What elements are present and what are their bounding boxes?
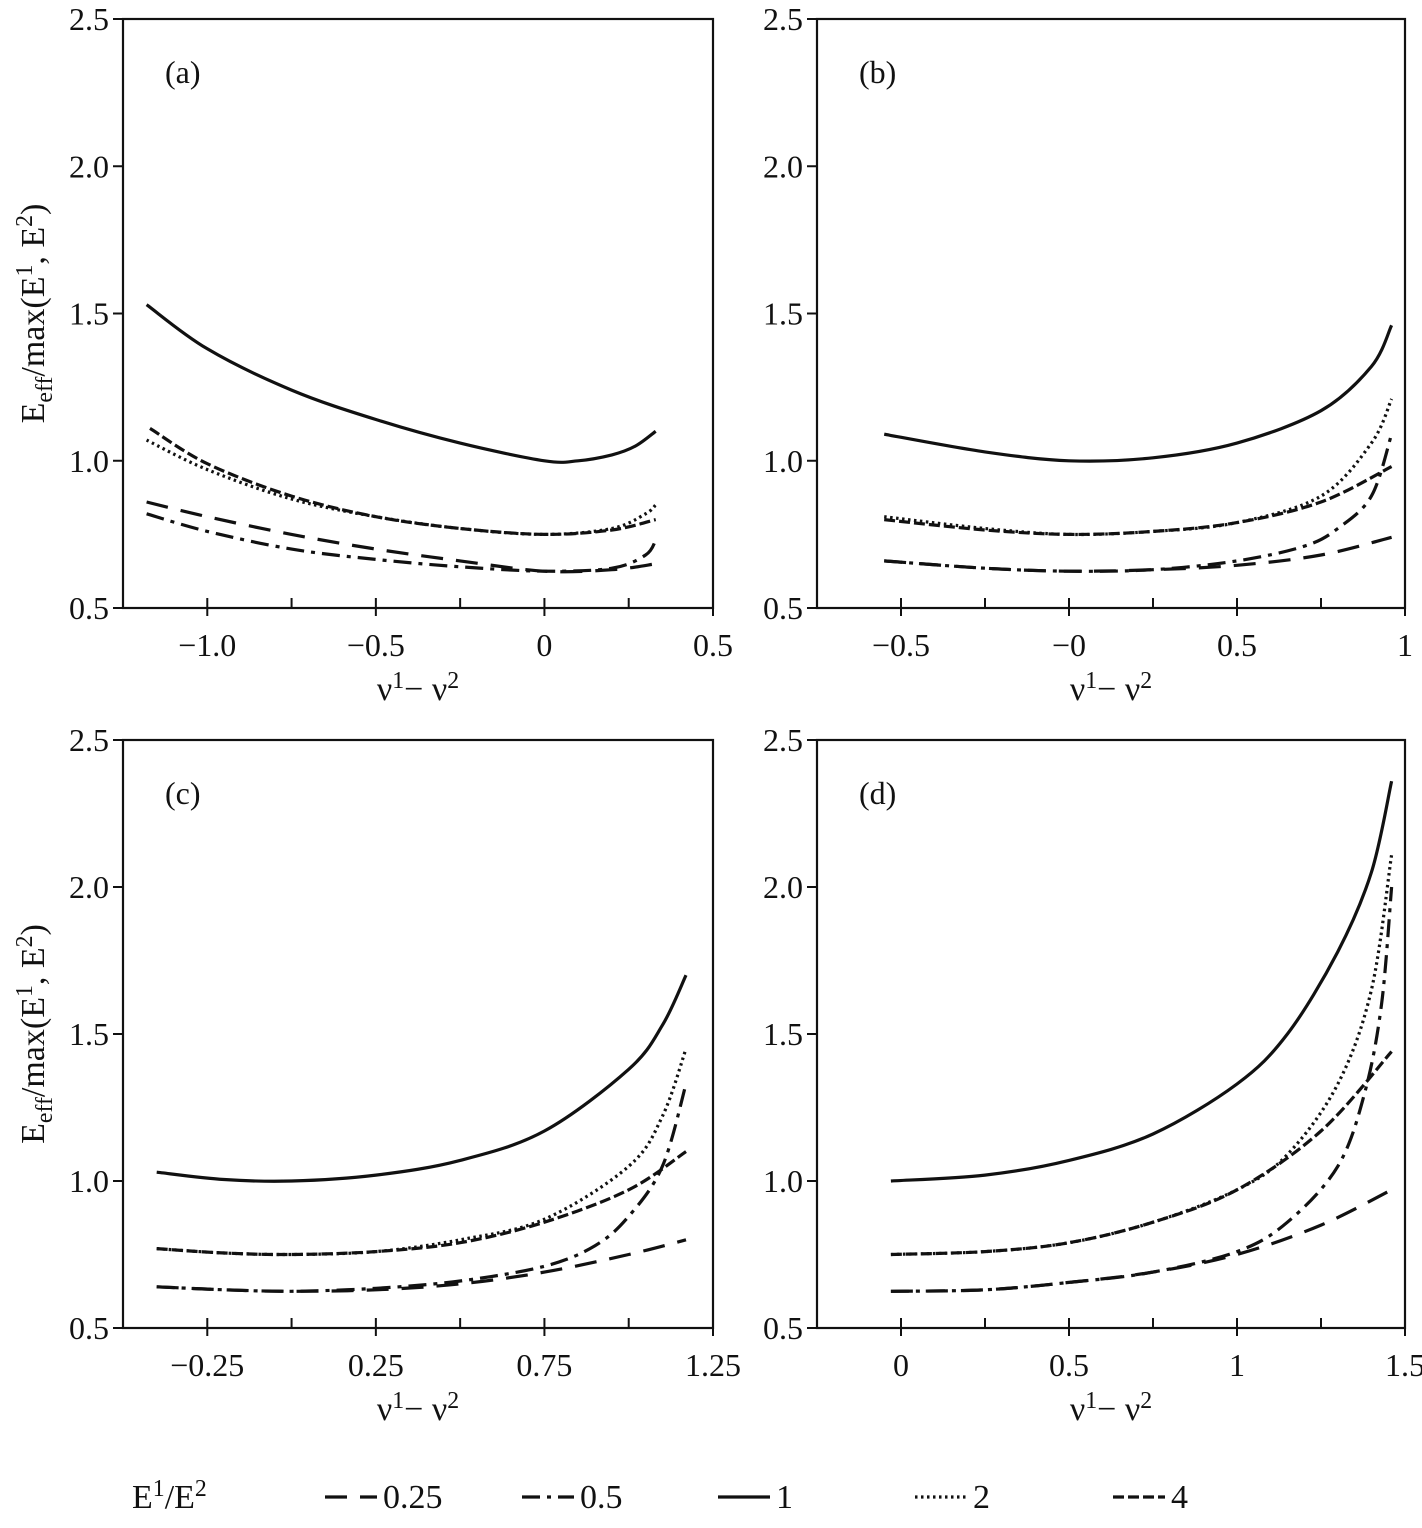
y-tick-label: 0.5: [763, 1310, 803, 1346]
legend-label: 0.25: [383, 1479, 443, 1516]
legend-label: 0.5: [580, 1479, 623, 1516]
chart-panel-d: 0.5 1.0 1.5 2.0 2.5 0 0.5 1 1.5 (d) ν1− ν2: [763, 722, 1422, 1428]
x-tick-label: −0: [1052, 627, 1086, 663]
panel-label: (b): [859, 54, 896, 90]
y-tick-label: 1.0: [763, 1163, 803, 1199]
y-tick-label: 1.5: [69, 296, 109, 332]
y-tick-label: 2.5: [69, 1, 109, 37]
x-tick-label: 1: [1229, 1347, 1245, 1383]
y-tick-label: 2.5: [69, 722, 109, 758]
series-line-ratio-4: [156, 1150, 687, 1257]
x-tick-label: −0.5: [872, 627, 930, 663]
chart-panel-a: 0.5 1.0 1.5 2.0 2.5 −1.0 −0.5 0 0.5 (a) ν1− ν2 Eeff…: [12, 1, 733, 708]
legend: E1/E2 0.25 0.5 1 2 4: [132, 1476, 1188, 1516]
x-tick-label: 0.75: [516, 1347, 572, 1383]
series-line-ratio-1: [883, 324, 1394, 463]
series-line-ratio-0_5: [884, 433, 1394, 573]
series-line-ratio-1: [890, 780, 1394, 1183]
y-tick-label: 1.5: [763, 296, 803, 332]
legend-item-0_25: 0.25: [325, 1479, 443, 1516]
legend-label: 1: [776, 1479, 793, 1516]
y-tick-label: 1.5: [69, 1016, 109, 1052]
y-tick-label: 2.0: [763, 148, 803, 184]
x-tick-label: 1.5: [1385, 1347, 1422, 1383]
y-tick-label: 2.0: [69, 148, 109, 184]
plot-frame: [815, 17, 1407, 610]
series-line-ratio-0_5: [156, 1083, 688, 1293]
y-tick-label: 0.5: [69, 1310, 109, 1346]
chart-panel-b: 0.5 1.0 1.5 2.0 2.5 −0.5 −0 0.5 1 (b) ν1− ν2: [763, 1, 1413, 708]
y-tick-label: 1.0: [69, 1163, 109, 1199]
y-tick-label: 1.0: [69, 443, 109, 479]
x-axis-label: ν1− ν2: [377, 1388, 459, 1428]
plot-frame: [121, 17, 715, 610]
y-tick-label: 2.0: [763, 869, 803, 905]
legend-item-4: 4: [1113, 1479, 1188, 1516]
x-tick-label: −1.0: [178, 627, 236, 663]
y-axis-label-group: Eeff/max(E1, E2): [12, 204, 58, 424]
plot-frame: [815, 738, 1407, 1330]
x-tick-label: −0.5: [347, 627, 405, 663]
x-axis-label: ν1− ν2: [377, 668, 459, 708]
x-tick-label: −0.25: [170, 1347, 244, 1383]
x-tick-label: 0: [536, 627, 552, 663]
series-line-ratio-2: [884, 398, 1394, 537]
panel-label: (d): [859, 775, 896, 811]
x-tick-label: 0.5: [693, 627, 733, 663]
y-axis-label-group: Eeff/max(E1, E2): [12, 924, 58, 1144]
x-tick-label: 1: [1397, 627, 1413, 663]
chart-panel-c: 0.5 1.0 1.5 2.0 2.5 −0.25 0.25 0.75 1.25 (c) ν1− ν…: [12, 722, 741, 1428]
x-tick-label: 0.5: [1049, 1347, 1089, 1383]
y-tick-label: 2.0: [69, 869, 109, 905]
legend-label: 2: [973, 1479, 990, 1516]
series-line-ratio-1: [145, 303, 657, 464]
panel-label: (c): [165, 775, 201, 811]
series-line-ratio-4: [149, 427, 657, 537]
series-line-ratio-4: [890, 1050, 1393, 1257]
legend-item-1: 1: [718, 1479, 793, 1516]
series-line-ratio-1: [156, 974, 688, 1183]
x-tick-label: 0.5: [1217, 627, 1257, 663]
y-tick-label: 0.5: [763, 590, 803, 626]
legend-item-0_5: 0.5: [522, 1479, 623, 1516]
x-tick-label: 0.25: [348, 1347, 404, 1383]
series-line-ratio-4: [884, 465, 1393, 537]
y-tick-label: 1.5: [763, 1016, 803, 1052]
series-line-ratio-0_25: [890, 1188, 1393, 1293]
y-tick-label: 2.5: [763, 722, 803, 758]
y-tick-label: 0.5: [69, 590, 109, 626]
series-line-ratio-0_25: [884, 535, 1392, 573]
x-axis-label: ν1− ν2: [1070, 668, 1152, 708]
x-tick-label: 1.25: [685, 1347, 741, 1383]
series-line-ratio-0_5: [146, 512, 658, 573]
x-axis-label: ν1− ν2: [1070, 1388, 1152, 1428]
series-line-ratio-0_25: [146, 500, 656, 574]
legend-label: 4: [1171, 1479, 1188, 1516]
legend-title: E1/E2: [132, 1476, 207, 1516]
y-tick-label: 2.5: [763, 1, 803, 37]
y-tick-label: 1.0: [763, 443, 803, 479]
x-tick-label: 0: [893, 1347, 909, 1383]
series-line-ratio-2: [156, 1048, 688, 1257]
y-axis-label: Eeff/max(E1, E2): [12, 204, 58, 424]
panel-label: (a): [165, 54, 201, 90]
plot-frame: [121, 738, 715, 1330]
legend-item-2: 2: [915, 1479, 990, 1516]
y-axis-label: Eeff/max(E1, E2): [12, 924, 58, 1144]
series-line-ratio-0_5: [890, 886, 1394, 1293]
